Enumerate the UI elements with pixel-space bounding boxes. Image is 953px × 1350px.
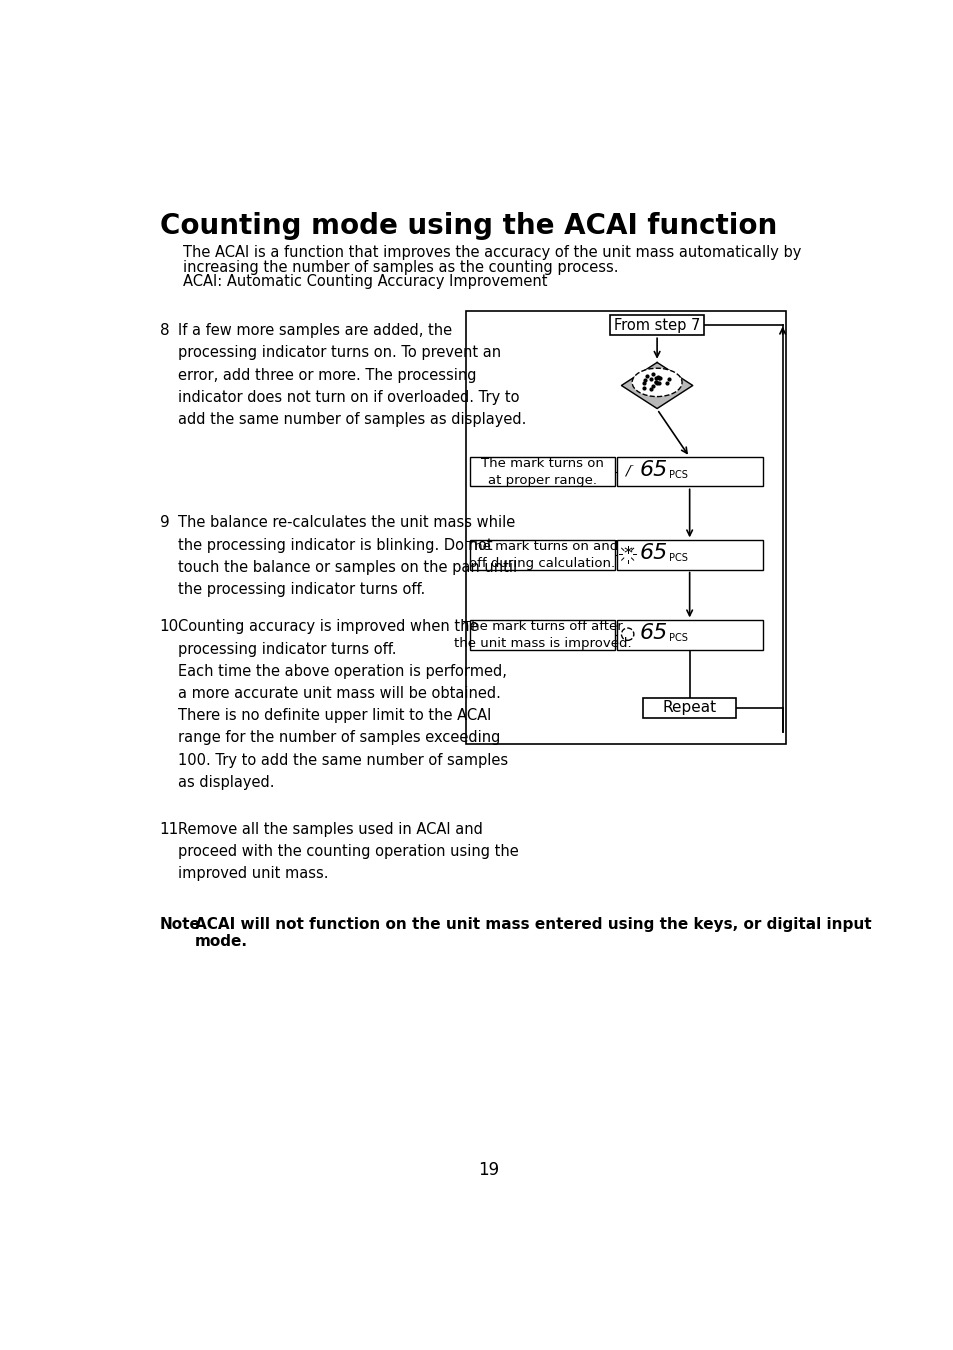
Text: ·: · [630, 462, 634, 471]
Text: Note: Note [159, 917, 200, 932]
Text: From step 7: From step 7 [614, 317, 700, 333]
Text: Repeat: Repeat [662, 701, 716, 716]
Text: 65: 65 [639, 624, 667, 644]
Text: The ACAI is a function that improves the accuracy of the unit mass automatically: The ACAI is a function that improves the… [183, 246, 801, 261]
Text: 19: 19 [477, 1161, 499, 1180]
Bar [469, 621, 615, 649]
Text: Remove all the samples used in ACAI and
proceed with the counting operation usin: Remove all the samples used in ACAI and … [178, 822, 518, 882]
Text: ACAI: Automatic Counting Accuracy Improvement: ACAI: Automatic Counting Accuracy Improv… [183, 274, 547, 289]
Text: Counting accuracy is improved when the
processing indicator turns off.
Each time: Counting accuracy is improved when the p… [178, 620, 508, 790]
Text: 9: 9 [159, 516, 169, 531]
Text: /: / [624, 463, 629, 478]
Text: 8: 8 [159, 323, 169, 338]
Text: 10: 10 [159, 620, 178, 634]
Text: PCS: PCS [669, 554, 688, 563]
Text: increasing the number of samples as the counting process.: increasing the number of samples as the … [183, 259, 618, 275]
Text: The balance re-calculates the unit mass while
the processing indicator is blinki: The balance re-calculates the unit mass … [178, 516, 517, 597]
Bar [469, 540, 615, 570]
Text: The mark turns on and
off during calculation.: The mark turns on and off during calcula… [466, 540, 618, 570]
Text: 65: 65 [639, 460, 667, 481]
Bar [469, 458, 615, 486]
Bar [617, 458, 761, 486]
Text: 11: 11 [159, 822, 178, 837]
Bar [617, 621, 761, 649]
Text: The mark turns off after
the unit mass is improved.: The mark turns off after the unit mass i… [453, 620, 631, 649]
Text: *: * [622, 545, 631, 563]
Text: Counting mode using the ACAI function: Counting mode using the ACAI function [159, 212, 776, 240]
Bar [642, 698, 736, 718]
Text: The mark turns on
at proper range.: The mark turns on at proper range. [480, 456, 603, 487]
Text: PCS: PCS [669, 470, 688, 479]
Text: 65: 65 [639, 544, 667, 563]
Text: PCS: PCS [669, 633, 688, 643]
Bar [466, 310, 785, 744]
Text: ACAI will not function on the unit mass entered using the keys, or digital input: ACAI will not function on the unit mass … [195, 917, 871, 932]
Text: mode.: mode. [195, 934, 248, 949]
Bar [609, 316, 703, 335]
Ellipse shape [632, 369, 681, 397]
Text: If a few more samples are added, the
processing indicator turns on. To prevent a: If a few more samples are added, the pro… [178, 323, 526, 427]
Polygon shape [620, 362, 692, 409]
Bar [617, 540, 761, 570]
